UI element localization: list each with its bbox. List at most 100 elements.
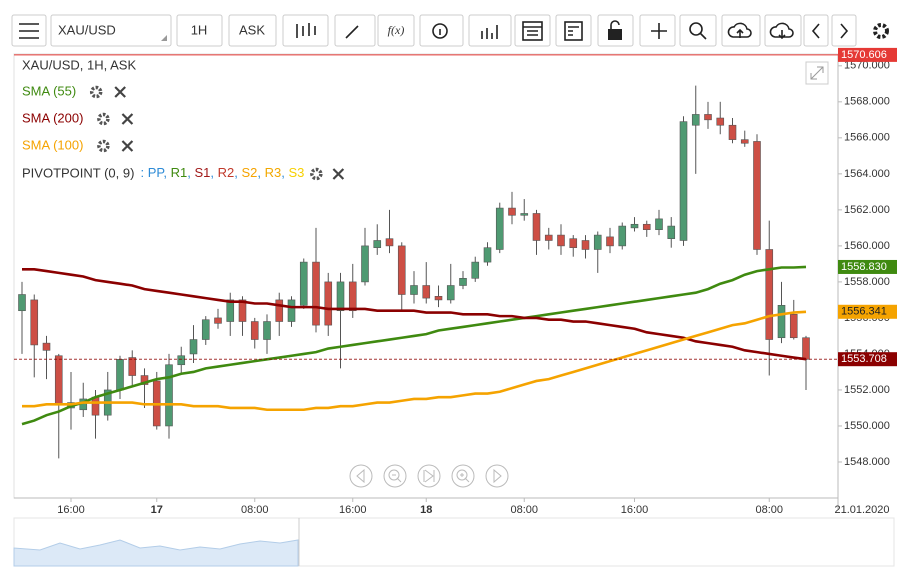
candle-body	[765, 249, 774, 340]
news-button[interactable]	[555, 14, 592, 47]
pivot-level: R1	[171, 165, 188, 180]
y-tick-label: 1570.000	[844, 60, 890, 72]
sma-line	[21, 265, 807, 426]
back-button[interactable]	[803, 14, 829, 47]
settings-icon[interactable]	[97, 112, 110, 126]
symbol-input[interactable]: XAU/USD	[50, 14, 172, 47]
x-tick-label: 08:00	[241, 504, 269, 516]
reset[interactable]	[417, 464, 441, 488]
chart-navigation	[349, 464, 509, 488]
candle-body	[704, 114, 712, 121]
candle-body	[544, 234, 553, 241]
x-tick-label: 18	[420, 504, 432, 516]
candle-body	[312, 261, 320, 326]
price-tag	[838, 352, 897, 367]
zoom-button[interactable]	[679, 14, 717, 47]
interval: 1H	[191, 22, 208, 37]
y-tick-label: 1548.000	[844, 456, 890, 468]
menu-button[interactable]	[11, 14, 47, 47]
candle-body	[238, 299, 247, 322]
legend-entry: SMA (55)	[22, 83, 76, 98]
zoom-out[interactable]	[383, 464, 407, 488]
candle-body	[532, 213, 541, 241]
calendar-button[interactable]	[514, 14, 551, 47]
interval-button[interactable]: 1H	[176, 14, 223, 47]
zoom-in[interactable]	[451, 464, 475, 488]
candle-body	[606, 236, 614, 247]
y-tick-label: 1564.000	[844, 168, 890, 180]
candle-body	[275, 299, 284, 322]
legend-entry: SMA (100)	[22, 137, 83, 152]
draw-button[interactable]	[334, 14, 376, 47]
candle-body	[397, 245, 406, 295]
legend: XAU/USD, 1H, ASK SMA (55) SMA (200) SMA (1…	[22, 57, 345, 181]
download-button[interactable]	[764, 14, 802, 47]
candle-body	[618, 225, 627, 247]
function-label: f(x)	[388, 23, 405, 37]
x-tick-label: 16:00	[621, 504, 649, 516]
candle-body	[789, 314, 798, 339]
price-side-button[interactable]: ASK	[228, 14, 277, 47]
chart-type-button[interactable]	[282, 14, 329, 47]
candle-body	[459, 278, 467, 286]
remove-icon[interactable]	[114, 86, 126, 98]
price-tag	[838, 304, 897, 319]
scroll-left[interactable]	[349, 464, 373, 488]
remove-icon[interactable]	[121, 113, 134, 125]
sma-line	[22, 310, 807, 412]
y-tick-label: 1552.000	[844, 384, 890, 396]
remove-icon[interactable]	[332, 168, 345, 180]
gear	[97, 139, 110, 153]
candle-body	[728, 124, 737, 140]
candle-body	[324, 281, 333, 326]
settings-icon[interactable]	[89, 85, 103, 99]
settings-button[interactable]	[873, 23, 889, 39]
y-tick-label: 1558.000	[844, 276, 890, 288]
price-side: ASK	[239, 22, 265, 37]
candle-body	[165, 364, 173, 427]
candle-body	[336, 281, 345, 312]
remove-icon[interactable]	[121, 140, 134, 152]
scroll-right[interactable]	[485, 464, 509, 488]
candle-body	[263, 321, 271, 340]
pivot-level: S1	[194, 165, 210, 180]
pivot-level: S2	[241, 165, 257, 180]
candle-body	[434, 296, 443, 301]
legend-entry: SMA (200)	[22, 110, 83, 125]
candle-body	[250, 321, 259, 340]
price-tag	[838, 259, 897, 274]
fullscreen-button[interactable]	[805, 61, 829, 85]
cross	[121, 113, 134, 125]
x-tick-label: 16:00	[57, 504, 85, 516]
candle-body	[385, 238, 394, 247]
legend-series: SMA (55) SMA (200) SMA (100)	[22, 83, 345, 181]
settings-icon[interactable]	[97, 139, 110, 153]
candle-body	[691, 114, 700, 126]
plot: 1548.0001550.0001552.0001554.0001556.000…	[14, 54, 890, 516]
function-button[interactable]: f(x)	[377, 14, 415, 47]
candle-body	[422, 285, 431, 299]
symbol: XAU/USD	[58, 22, 116, 37]
cross	[332, 168, 345, 180]
candle-body	[446, 285, 455, 301]
candle-body	[593, 234, 602, 250]
candle-body	[740, 139, 749, 144]
lock-button[interactable]	[597, 14, 634, 47]
gear	[89, 85, 103, 99]
candle-body	[655, 218, 663, 230]
price-tag-label: 1558.830	[841, 261, 887, 273]
candle-body	[581, 240, 590, 250]
candle-body	[42, 342, 51, 351]
forward-button[interactable]	[831, 14, 857, 47]
crosshair-button[interactable]	[639, 14, 676, 47]
settings-icon[interactable]	[310, 167, 323, 181]
pivot-levels: : PP, R1, S1, R2, S2, R3, S3	[140, 165, 304, 180]
candle-body	[777, 305, 786, 339]
pivot-level: S3	[288, 165, 304, 180]
upload-button[interactable]	[721, 14, 761, 47]
navigator	[13, 517, 895, 567]
indicators-button[interactable]	[468, 14, 512, 47]
candle-body	[299, 261, 308, 306]
info-button[interactable]	[419, 14, 464, 47]
